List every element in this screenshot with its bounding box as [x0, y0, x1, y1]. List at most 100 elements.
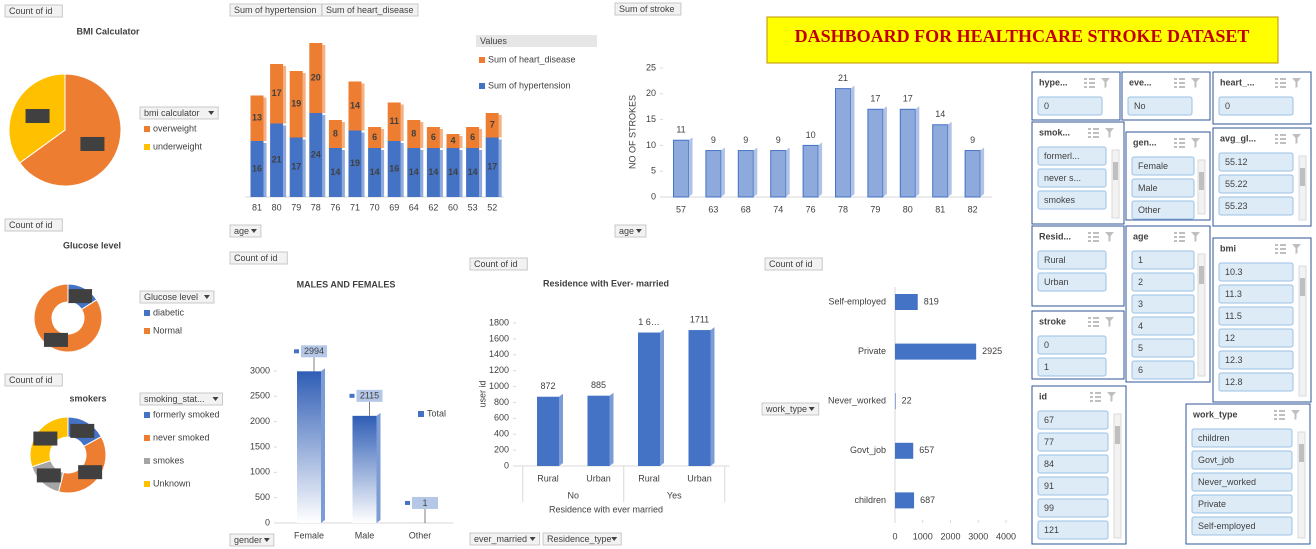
slicer-item[interactable] — [1131, 294, 1195, 314]
multi-select-icon[interactable] — [1090, 392, 1101, 402]
slicer-item[interactable] — [1037, 454, 1109, 474]
slicer-item[interactable] — [1037, 96, 1103, 116]
slicer-item[interactable] — [1037, 190, 1107, 210]
slicer-item[interactable] — [1037, 272, 1107, 292]
slicer-item[interactable] — [1131, 316, 1195, 336]
scrollbar-thumb[interactable] — [1300, 168, 1305, 186]
slicer-item[interactable] — [1037, 357, 1107, 377]
slicer-item[interactable] — [1131, 272, 1195, 292]
slicer-item[interactable] — [1037, 335, 1107, 355]
slicer-item[interactable] — [1037, 432, 1109, 452]
multi-select-icon[interactable] — [1275, 134, 1286, 144]
slicer-item[interactable] — [1191, 472, 1293, 492]
scrollbar-thumb[interactable] — [1113, 162, 1118, 180]
slicer-item[interactable] — [1127, 96, 1193, 116]
slicer-item[interactable] — [1191, 494, 1293, 514]
clear-filter-icon[interactable] — [1291, 410, 1300, 420]
slicer-item[interactable] — [1218, 284, 1294, 304]
data-label: 885 — [591, 380, 606, 390]
clear-filter-icon[interactable] — [1191, 78, 1200, 88]
multi-select-icon[interactable] — [1088, 317, 1099, 327]
slicer-item[interactable] — [1218, 262, 1294, 282]
field-button[interactable] — [139, 290, 215, 304]
clear-filter-icon[interactable] — [1292, 78, 1301, 88]
data-label: 11 — [389, 116, 399, 126]
field-button[interactable] — [761, 402, 820, 416]
clear-filter-icon[interactable] — [1292, 134, 1301, 144]
clear-filter-icon[interactable] — [1191, 232, 1200, 242]
slicer-item[interactable] — [1191, 450, 1293, 470]
slicer-item[interactable] — [1218, 96, 1294, 116]
multi-select-icon[interactable] — [1174, 232, 1185, 242]
slicer-item[interactable] — [1218, 196, 1294, 216]
clear-filter-icon[interactable] — [1292, 244, 1301, 254]
scrollbar-thumb[interactable] — [1299, 444, 1304, 462]
field-button[interactable] — [321, 3, 419, 17]
slicer-item[interactable] — [1131, 156, 1195, 176]
slicer-item[interactable] — [1218, 350, 1294, 370]
clear-filter-icon[interactable] — [1105, 317, 1114, 327]
slicer-item[interactable] — [1131, 338, 1195, 358]
clear-filter-icon[interactable] — [1105, 128, 1114, 138]
slicer-item[interactable] — [1218, 372, 1294, 392]
multi-select-icon[interactable] — [1174, 78, 1185, 88]
slicer-item[interactable] — [1131, 200, 1195, 220]
clear-filter-icon[interactable] — [1107, 392, 1116, 402]
field-button[interactable] — [139, 392, 223, 406]
multi-select-icon[interactable] — [1084, 78, 1095, 88]
scrollbar[interactable] — [1297, 431, 1306, 539]
scrollbar[interactable] — [1111, 149, 1120, 219]
clear-filter-icon[interactable] — [1105, 232, 1114, 242]
clear-filter-icon[interactable] — [1101, 78, 1110, 88]
slicer-item[interactable] — [1131, 250, 1195, 270]
slicer-item[interactable] — [1037, 476, 1109, 496]
field-button[interactable] — [542, 532, 622, 546]
scrollbar-thumb[interactable] — [1199, 172, 1204, 190]
slicer-item-label: 121 — [1044, 525, 1059, 535]
slicer-item[interactable] — [1218, 152, 1294, 172]
scrollbar[interactable] — [1197, 253, 1206, 377]
field-button[interactable] — [229, 533, 275, 547]
clear-filter-icon[interactable] — [1191, 138, 1200, 148]
slicer-item[interactable] — [1218, 328, 1294, 348]
multi-select-icon[interactable] — [1088, 128, 1099, 138]
slicer-item[interactable] — [1131, 360, 1195, 380]
field-button[interactable] — [229, 251, 288, 265]
slicer-item[interactable] — [1037, 410, 1109, 430]
scrollbar[interactable] — [1298, 155, 1307, 221]
field-button[interactable] — [4, 4, 63, 18]
field-button[interactable] — [469, 257, 528, 271]
field-button[interactable] — [4, 218, 63, 232]
field-button[interactable] — [614, 2, 682, 16]
field-button[interactable] — [139, 106, 219, 120]
slicer-item[interactable] — [1037, 498, 1109, 518]
y-tick-label: 1500 — [250, 441, 270, 451]
multi-select-icon[interactable] — [1174, 138, 1185, 148]
chart-title: Residence with Ever- married — [543, 278, 669, 288]
multi-select-icon[interactable] — [1274, 410, 1285, 420]
data-label-box — [43, 332, 68, 347]
slicer-item[interactable] — [1191, 428, 1293, 448]
scrollbar-thumb[interactable] — [1300, 278, 1305, 296]
multi-select-icon[interactable] — [1275, 244, 1286, 254]
scrollbar[interactable] — [1298, 265, 1307, 397]
multi-select-icon[interactable] — [1088, 232, 1099, 242]
slicer-item[interactable] — [1037, 520, 1109, 540]
slicer-item[interactable] — [1037, 250, 1107, 270]
field-button[interactable] — [614, 224, 647, 238]
slicer-item-label: 0 — [1225, 101, 1230, 111]
slicer-item[interactable] — [1218, 174, 1294, 194]
multi-select-icon[interactable] — [1275, 78, 1286, 88]
scrollbar[interactable] — [1113, 413, 1122, 539]
slicer-item[interactable] — [1131, 178, 1195, 198]
slicer-item[interactable] — [1218, 306, 1294, 326]
slicer-item[interactable] — [1191, 516, 1293, 536]
scrollbar-thumb[interactable] — [1199, 266, 1204, 284]
slicer-item[interactable] — [1037, 168, 1107, 188]
field-button[interactable] — [229, 224, 262, 238]
scrollbar-thumb[interactable] — [1115, 426, 1120, 444]
field-button[interactable] — [469, 532, 541, 546]
slicer-item[interactable] — [1037, 146, 1107, 166]
field-button[interactable] — [4, 373, 63, 387]
field-button[interactable] — [764, 257, 823, 271]
